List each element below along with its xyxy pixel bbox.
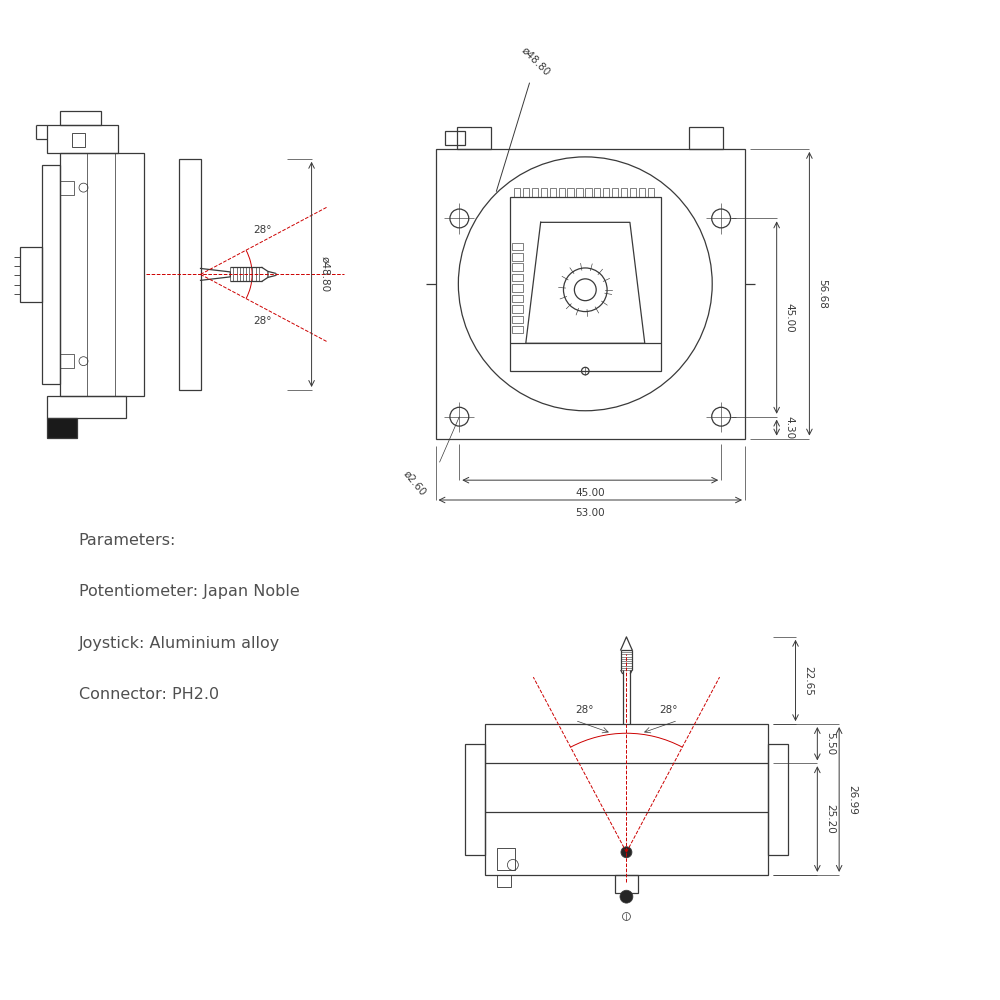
Bar [497, 875, 511, 887]
Bar [179, 159, 201, 390]
Bar [559, 188, 565, 197]
Bar [47, 125, 118, 153]
Bar [512, 284, 523, 292]
Bar [585, 188, 592, 197]
Text: 28°: 28° [576, 705, 594, 715]
Bar [60, 111, 101, 125]
Bar [42, 165, 60, 384]
Bar [512, 243, 523, 250]
Bar [60, 354, 74, 368]
Bar [512, 263, 523, 271]
Bar [615, 875, 638, 893]
Text: 28°: 28° [659, 705, 677, 715]
Bar [457, 127, 491, 149]
Bar [541, 188, 547, 197]
Text: Potentiometer: Japan Noble: Potentiometer: Japan Noble [79, 584, 299, 599]
Text: 28°: 28° [253, 225, 271, 235]
Text: ø48.80: ø48.80 [320, 256, 330, 292]
Bar [47, 396, 126, 418]
Text: ø48.80: ø48.80 [496, 45, 552, 191]
Bar [550, 188, 556, 197]
Bar [594, 188, 600, 197]
Bar [512, 295, 523, 302]
Bar [532, 188, 538, 197]
Bar [512, 305, 523, 313]
Bar [47, 418, 77, 438]
Text: 22.65: 22.65 [803, 666, 813, 695]
Text: 25.20: 25.20 [825, 804, 835, 834]
Bar [523, 188, 529, 197]
Text: 45.00: 45.00 [575, 488, 605, 498]
Text: 26.99: 26.99 [847, 785, 857, 814]
Text: 4.30: 4.30 [785, 416, 795, 439]
Text: 5.50: 5.50 [825, 732, 835, 755]
Circle shape [621, 847, 632, 858]
Text: Parameters:: Parameters: [79, 533, 176, 548]
Text: 28°: 28° [253, 316, 271, 326]
Bar [621, 188, 627, 197]
Bar [603, 188, 609, 197]
Text: ø2.60: ø2.60 [401, 468, 428, 497]
Bar [512, 274, 523, 281]
Circle shape [620, 890, 633, 903]
Bar [648, 188, 654, 197]
Text: 45.00: 45.00 [785, 303, 795, 332]
Bar [445, 131, 465, 145]
Bar [567, 188, 574, 197]
Bar [512, 316, 523, 323]
Bar [689, 127, 723, 149]
Bar [510, 197, 661, 371]
Bar [512, 253, 523, 261]
Bar [612, 188, 618, 197]
Text: 53.00: 53.00 [575, 508, 605, 518]
Bar [20, 247, 42, 302]
Bar [639, 188, 645, 197]
Bar [514, 188, 520, 197]
Bar [60, 181, 74, 195]
Bar [72, 133, 85, 147]
Bar [768, 744, 788, 855]
Text: Joystick: Aluminium alloy: Joystick: Aluminium alloy [79, 636, 280, 651]
Bar [576, 188, 583, 197]
Bar [60, 153, 144, 396]
Text: Connector: PH2.0: Connector: PH2.0 [79, 687, 219, 702]
Bar [485, 724, 768, 875]
Bar [630, 188, 636, 197]
Bar [436, 149, 745, 439]
Bar [465, 744, 485, 855]
Bar [512, 326, 523, 333]
Text: 56.68: 56.68 [817, 279, 827, 309]
Bar [497, 848, 515, 870]
